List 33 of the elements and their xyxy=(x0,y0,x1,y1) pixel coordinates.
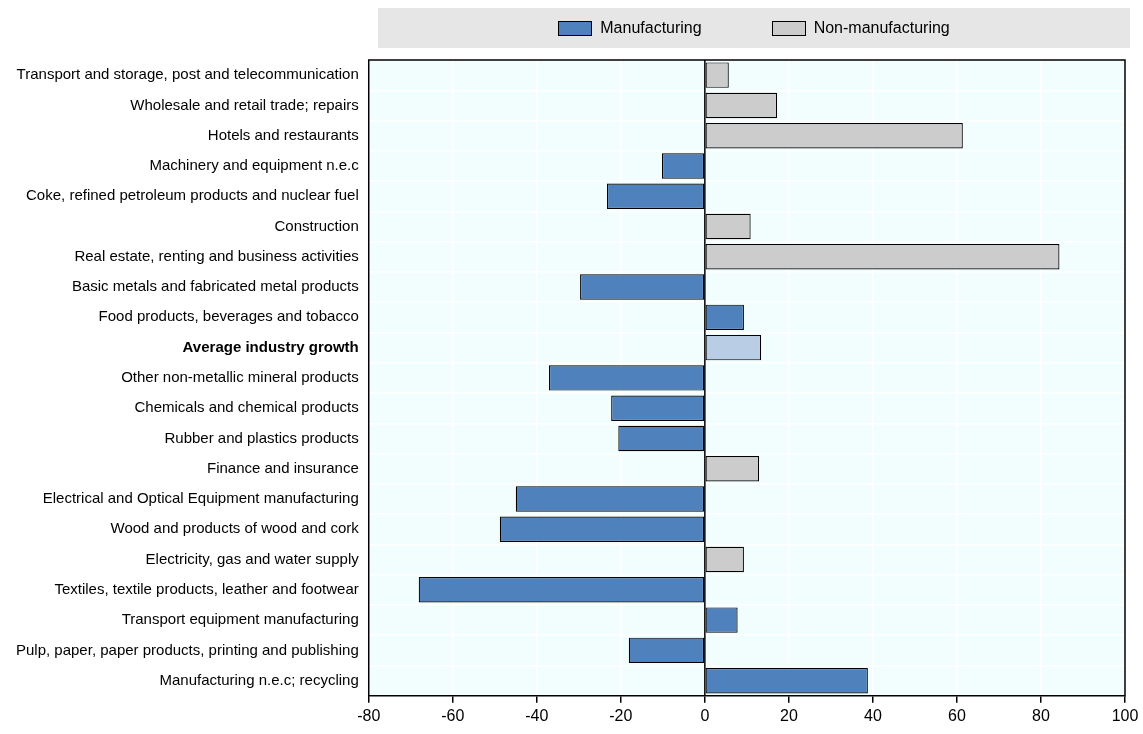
x-tick-label: 100 xyxy=(1111,706,1139,724)
y-tick-label: Wood and products of wood and cork xyxy=(110,519,360,537)
y-tick-label: Machinery and equipment n.e.c xyxy=(149,156,360,174)
y-tick-label: Finance and insurance xyxy=(206,458,359,476)
y-tick-label: Textiles, textile products, leather and footwear xyxy=(54,579,359,597)
x-tick-label: 80 xyxy=(1032,706,1050,724)
y-tick-label: Transport equipment manufacturing xyxy=(121,610,359,628)
y-tick-label: Coke, refined petroleum products and nuclear fuel xyxy=(26,186,359,204)
y-tick-label: Wholesale and retail trade; repairs xyxy=(130,95,359,113)
y-tick-label: Other non-metallic mineral products xyxy=(121,368,359,386)
legend-label: Manufacturing xyxy=(600,19,702,37)
y-tick-label: Real estate, renting and business activities xyxy=(74,246,359,264)
y-tick-label: Average industry growth xyxy=(182,337,359,355)
y-tick-label: Electrical and Optical Equipment manufacturing xyxy=(42,489,359,507)
y-tick-label: Basic metals and fabricated metal products xyxy=(71,277,359,295)
x-tick-label: -80 xyxy=(357,706,381,724)
y-tick-label: Construction xyxy=(274,216,359,234)
y-tick-label: Chemicals and chemical products xyxy=(134,398,359,416)
y-tick-label: Rubber and plastics products xyxy=(164,428,359,446)
y-tick-label: Transport and storage, post and telecommunication xyxy=(16,65,359,83)
y-tick-label: Hotels and restaurants xyxy=(207,125,359,143)
x-tick-label: 0 xyxy=(700,706,710,724)
y-tick-label: Pulp, paper, paper products, printing and publishing xyxy=(15,640,359,658)
x-tick-label: -20 xyxy=(609,706,633,724)
x-tick-label: 40 xyxy=(864,706,882,724)
x-tick-label: -60 xyxy=(441,706,465,724)
y-tick-label: Food products, beverages and tobacco xyxy=(98,307,359,325)
y-tick-label: Manufacturing n.e.c; recycling xyxy=(159,670,359,688)
y-tick-label: Electricity, gas and water supply xyxy=(145,549,360,567)
x-tick-label: -40 xyxy=(525,706,549,724)
x-tick-label: 20 xyxy=(779,706,798,724)
x-tick-label: 60 xyxy=(948,706,966,724)
legend-label: Non-manufacturing xyxy=(813,19,950,37)
